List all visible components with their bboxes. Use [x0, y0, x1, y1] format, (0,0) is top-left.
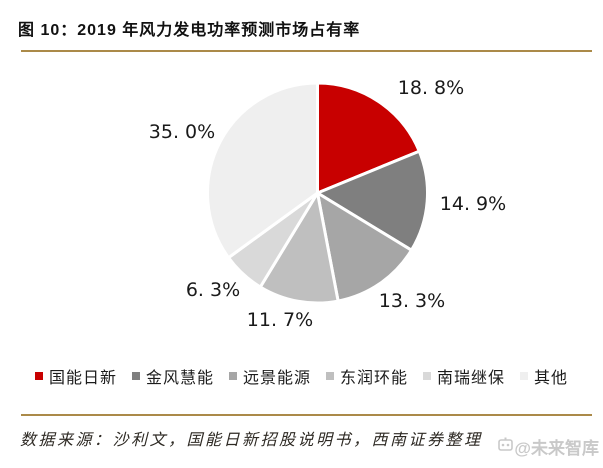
pie-value-label-东润环能: 11. 7% [246, 309, 314, 331]
legend-swatch-金风慧能 [131, 372, 140, 380]
pie-value-label-南瑞继保: 6. 3% [185, 279, 241, 301]
pie-value-label-金风慧能: 14. 9% [439, 193, 507, 215]
pie-slice-金风慧能 [316, 149, 430, 252]
pie-slice-东润环能 [258, 191, 340, 305]
legend-item-南瑞继保: 南瑞继保 [423, 364, 505, 388]
data-source-note: 数据来源：沙利文，国能日新招股说明书，西南证券整理 [20, 432, 483, 449]
legend-label-东润环能: 东润环能 [340, 370, 409, 387]
legend-item-金风慧能: 金风慧能 [131, 364, 214, 388]
pie-value-label-远景能源: 13. 3% [378, 290, 446, 312]
legend-swatch-远景能源 [228, 372, 237, 380]
pie-value-label-其他: 35. 0% [148, 121, 216, 143]
watermark: @未来智库 [498, 434, 599, 459]
legend-item-其他: 其他 [520, 364, 568, 388]
legend-label-南瑞继保: 南瑞继保 [437, 370, 506, 387]
watermark-logo-icon [498, 437, 514, 457]
legend-label-金风慧能: 金风慧能 [145, 370, 214, 387]
legend-label-其他: 其他 [534, 370, 569, 387]
pie-slice-国能日新 [316, 81, 421, 195]
legend-item-远景能源: 远景能源 [228, 364, 311, 388]
legend-swatch-国能日新 [34, 372, 43, 380]
legend-label-远景能源: 远景能源 [242, 370, 311, 387]
legend-item-国能日新: 国能日新 [34, 364, 117, 388]
legend: 国能日新 金风慧能 远景能源 东润环能 南瑞继保 其他 [0, 364, 603, 388]
legend-item-东润环能: 东润环能 [326, 364, 408, 388]
pie-value-label-国能日新: 18. 8% [397, 77, 465, 99]
pie-slice-远景能源 [316, 191, 413, 303]
legend-label-国能日新: 国能日新 [48, 370, 117, 387]
legend-swatch-其他 [520, 372, 529, 380]
legend-swatch-南瑞继保 [423, 372, 432, 380]
pie-chart [206, 81, 430, 305]
watermark-text: @未来智库 [514, 439, 599, 458]
pie-slice-其他 [206, 81, 319, 260]
legend-swatch-东润环能 [326, 372, 334, 380]
top-divider [21, 50, 592, 52]
bottom-divider [21, 414, 592, 416]
figure-title: 图 10：2019 年风力发电功率预测市场占有率 [18, 22, 361, 39]
